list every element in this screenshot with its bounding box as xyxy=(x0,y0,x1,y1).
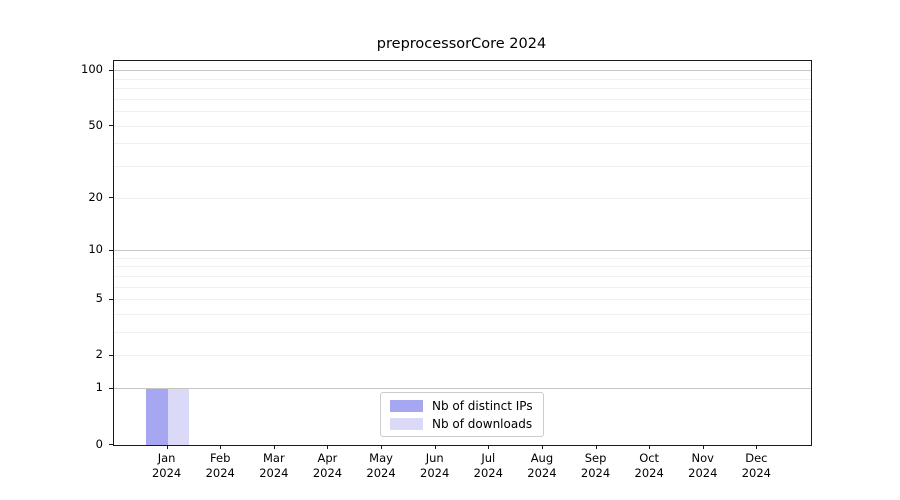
gridline-minor xyxy=(114,78,811,80)
y-tick-label: 50 xyxy=(88,117,103,132)
legend-entry-downloads: Nb of downloads xyxy=(390,416,534,432)
y-tick-mark xyxy=(109,69,113,71)
y-tick-label: 100 xyxy=(81,62,103,77)
gridline-minor xyxy=(114,257,811,259)
gridline-minor xyxy=(114,125,811,127)
x-tick-label-sep: Sep 2024 xyxy=(580,451,611,480)
y-tick-label: 1 xyxy=(95,380,103,395)
x-tick-label-jan: Jan 2024 xyxy=(151,451,182,480)
gridline-major xyxy=(114,70,811,72)
gridline-minor xyxy=(114,166,811,168)
gridline-minor xyxy=(114,266,811,268)
legend-label-distinct-ips: Nb of distinct IPs xyxy=(432,399,533,413)
y-tick-mark xyxy=(109,298,113,300)
x-tick-label-jul: Jul 2024 xyxy=(473,451,503,480)
gridline-minor xyxy=(114,355,811,357)
x-tick-mark xyxy=(327,445,329,449)
gridline-minor xyxy=(114,299,811,301)
gridline-minor xyxy=(114,275,811,277)
x-tick-label-apr: Apr 2024 xyxy=(312,451,343,480)
gridline-minor xyxy=(114,314,811,315)
legend-entry-distinct-ips: Nb of distinct IPs xyxy=(390,398,534,414)
x-tick-mark xyxy=(273,445,275,449)
gridline-minor xyxy=(114,286,811,288)
y-tick-label: 0 xyxy=(95,436,103,451)
x-tick-label-nov: Nov 2024 xyxy=(688,451,718,480)
chart-title: preprocessorCore 2024 xyxy=(376,36,547,52)
bar-nb-of-distinct-ips xyxy=(146,388,168,445)
x-tick-label-mar: Mar 2024 xyxy=(259,451,289,480)
x-tick-label-oct: Oct 2024 xyxy=(634,451,664,480)
gridline-major xyxy=(114,388,811,390)
y-tick-mark xyxy=(109,444,113,445)
x-tick-label-feb: Feb 2024 xyxy=(205,451,235,480)
gridline-minor xyxy=(114,88,811,90)
y-tick-label: 10 xyxy=(88,242,103,257)
legend: Nb of distinct IPs Nb of downloads xyxy=(380,392,544,437)
x-tick-mark xyxy=(595,445,597,449)
y-tick-mark xyxy=(109,249,113,251)
gridline-minor xyxy=(114,332,811,334)
y-tick-label: 2 xyxy=(95,347,103,362)
y-tick-label: 20 xyxy=(88,189,103,204)
gridline-minor xyxy=(114,98,811,100)
legend-swatch-distinct-ips xyxy=(390,400,423,412)
x-tick-mark xyxy=(702,445,704,449)
gridline-major xyxy=(114,250,811,252)
y-tick-mark xyxy=(109,387,113,389)
y-tick-mark xyxy=(109,197,113,199)
x-tick-mark xyxy=(541,445,543,449)
plot-area xyxy=(113,60,812,446)
x-tick-mark xyxy=(649,445,651,449)
y-tick-label: 5 xyxy=(95,291,103,306)
y-tick-mark xyxy=(109,125,113,127)
bar-nb-of-downloads xyxy=(167,388,190,445)
y-tick-mark xyxy=(109,354,113,356)
gridline-minor xyxy=(114,143,811,145)
x-tick-mark xyxy=(756,445,758,449)
x-tick-label-jun: Jun 2024 xyxy=(420,451,450,480)
x-tick-label-dec: Dec 2024 xyxy=(741,451,772,480)
legend-swatch-downloads xyxy=(390,418,423,430)
gridline-minor xyxy=(114,197,811,199)
x-tick-mark xyxy=(434,445,436,449)
legend-label-downloads: Nb of downloads xyxy=(432,417,533,431)
gridline-minor xyxy=(114,111,811,113)
x-tick-label-may: May 2024 xyxy=(366,451,396,480)
x-tick-label-aug: Aug 2024 xyxy=(527,451,557,480)
x-tick-mark xyxy=(381,445,383,449)
x-tick-mark xyxy=(220,445,222,449)
x-tick-mark xyxy=(166,445,168,449)
x-tick-mark xyxy=(488,445,490,449)
